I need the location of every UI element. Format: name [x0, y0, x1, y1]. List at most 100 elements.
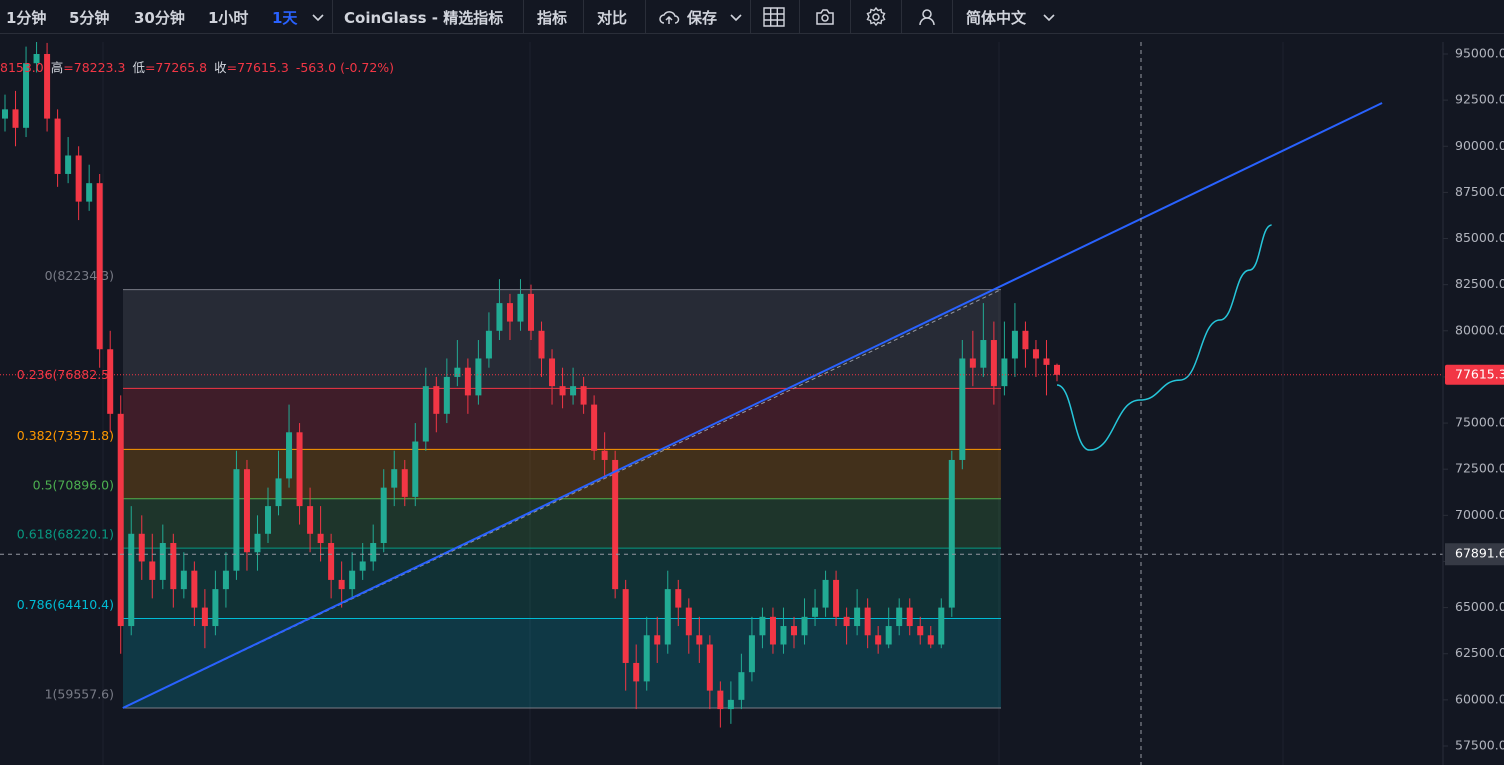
- y-tick-label: 60000.0: [1455, 691, 1504, 706]
- v-grid: [102, 42, 1284, 765]
- candle-body: [538, 330, 545, 359]
- y-tick-label: 57500.0: [1455, 737, 1504, 752]
- candle-body: [654, 635, 661, 645]
- interval-active[interactable]: 1天: [272, 9, 298, 27]
- candle-body: [328, 543, 335, 580]
- candle-body: [791, 626, 797, 636]
- ohlc-header: 8153.0 高=78223.3 低=77265.8 收=77615.3 -563.0 …: [0, 60, 394, 75]
- candle-body: [96, 183, 103, 350]
- candle-body: [159, 543, 166, 580]
- header-item: 低: [132, 60, 145, 75]
- candle-body: [317, 533, 324, 544]
- last-price-label: 77615.3: [1455, 366, 1504, 381]
- candle-body: [254, 533, 261, 553]
- candle-body: [86, 183, 93, 202]
- layout-icon[interactable]: [763, 7, 785, 27]
- candle-body: [664, 589, 671, 645]
- candle-body: [685, 607, 692, 636]
- fib-label: 0.236(76882.5): [17, 367, 114, 382]
- candle-body: [643, 635, 650, 682]
- candle-body: [380, 487, 387, 544]
- user-icon[interactable]: [918, 8, 936, 26]
- candle-body: [464, 367, 471, 396]
- last-price-tag: [1445, 364, 1504, 385]
- candle-body: [138, 533, 145, 562]
- candle-body: [801, 616, 808, 636]
- header-item: 高: [51, 60, 64, 75]
- header-item: -563.0 (-0.72%): [296, 60, 394, 75]
- candle-body: [485, 330, 492, 359]
- candle-body: [812, 607, 819, 617]
- settings-icon[interactable]: [866, 7, 886, 27]
- fib-label: 0(82234.3): [45, 268, 114, 283]
- candle-body: [212, 589, 219, 627]
- candle-body: [875, 635, 882, 645]
- chevron[interactable]: [1042, 10, 1056, 24]
- candle-body: [917, 626, 924, 636]
- price-axis: [1443, 42, 1504, 765]
- candle-body: [128, 533, 135, 627]
- candle-body: [296, 432, 303, 507]
- y-tick-label: 72500.0: [1455, 461, 1504, 476]
- y-tick-label: 82500.0: [1455, 276, 1504, 291]
- candle-body: [443, 376, 450, 414]
- chevron[interactable]: [729, 10, 743, 24]
- fib-band: [123, 548, 1001, 619]
- chevron[interactable]: [311, 10, 325, 24]
- candle-body: [117, 413, 124, 627]
- toolbar: 1分钟 5分钟 30分钟 1小时 1天 CoinGlass - 精选指标 指标 …: [0, 0, 1504, 34]
- candle-body: [338, 579, 345, 590]
- candle-body: [675, 589, 682, 608]
- candle-body: [748, 635, 755, 673]
- candle-body: [33, 53, 40, 64]
- language[interactable]: 简体中文: [966, 9, 1027, 27]
- candle-body: [706, 644, 713, 691]
- candle-body: [1054, 364, 1060, 375]
- candle-body: [833, 579, 840, 617]
- candle-body: [622, 589, 629, 663]
- fib-band: [123, 388, 1001, 450]
- crosshair-label: 67891.6: [1455, 546, 1504, 561]
- candle-body: [401, 469, 408, 497]
- header-item: =77265.8: [145, 60, 207, 75]
- candle-body: [233, 469, 240, 571]
- interval[interactable]: 1分钟: [6, 9, 47, 27]
- candle-body: [885, 626, 892, 645]
- save[interactable]: 保存: [687, 9, 718, 27]
- fib-label: 0.786(64410.4): [17, 597, 114, 612]
- y-tick-label: 75000.0: [1455, 415, 1504, 430]
- compare[interactable]: 对比: [597, 9, 628, 27]
- camera-icon[interactable]: [815, 8, 835, 26]
- candle-body: [769, 616, 776, 645]
- fib-band: [123, 618, 1001, 709]
- y-tick-label: 65000.0: [1455, 599, 1504, 614]
- candle-body: [149, 561, 156, 580]
- candle-body: [969, 358, 976, 368]
- y-tick-label: 70000.0: [1455, 507, 1504, 522]
- candle-body: [454, 367, 461, 377]
- candle-body: [1032, 349, 1039, 359]
- candle-body: [759, 616, 766, 636]
- candle-body: [349, 570, 356, 590]
- candle-body: [506, 303, 513, 322]
- interval[interactable]: 1小时: [208, 9, 249, 27]
- interval[interactable]: 30分钟: [134, 9, 185, 27]
- fib-label: 0.618(68220.1): [17, 527, 114, 542]
- candle-body: [738, 672, 745, 700]
- y-tick-label: 95000.0: [1455, 45, 1504, 60]
- candle-body: [1043, 358, 1050, 365]
- candle-body: [12, 109, 19, 128]
- interval[interactable]: 5分钟: [69, 9, 110, 27]
- candle-body: [727, 699, 734, 710]
- candle-body: [517, 293, 524, 322]
- candle-body: [959, 358, 966, 460]
- indicators[interactable]: 指标: [537, 9, 568, 27]
- cloud-icon[interactable]: [658, 8, 680, 26]
- candle-body: [1022, 330, 1029, 350]
- candle-body: [433, 386, 440, 414]
- candle-body: [696, 635, 703, 645]
- template[interactable]: CoinGlass - 精选指标: [344, 9, 504, 27]
- header-item: =78223.3: [63, 60, 125, 75]
